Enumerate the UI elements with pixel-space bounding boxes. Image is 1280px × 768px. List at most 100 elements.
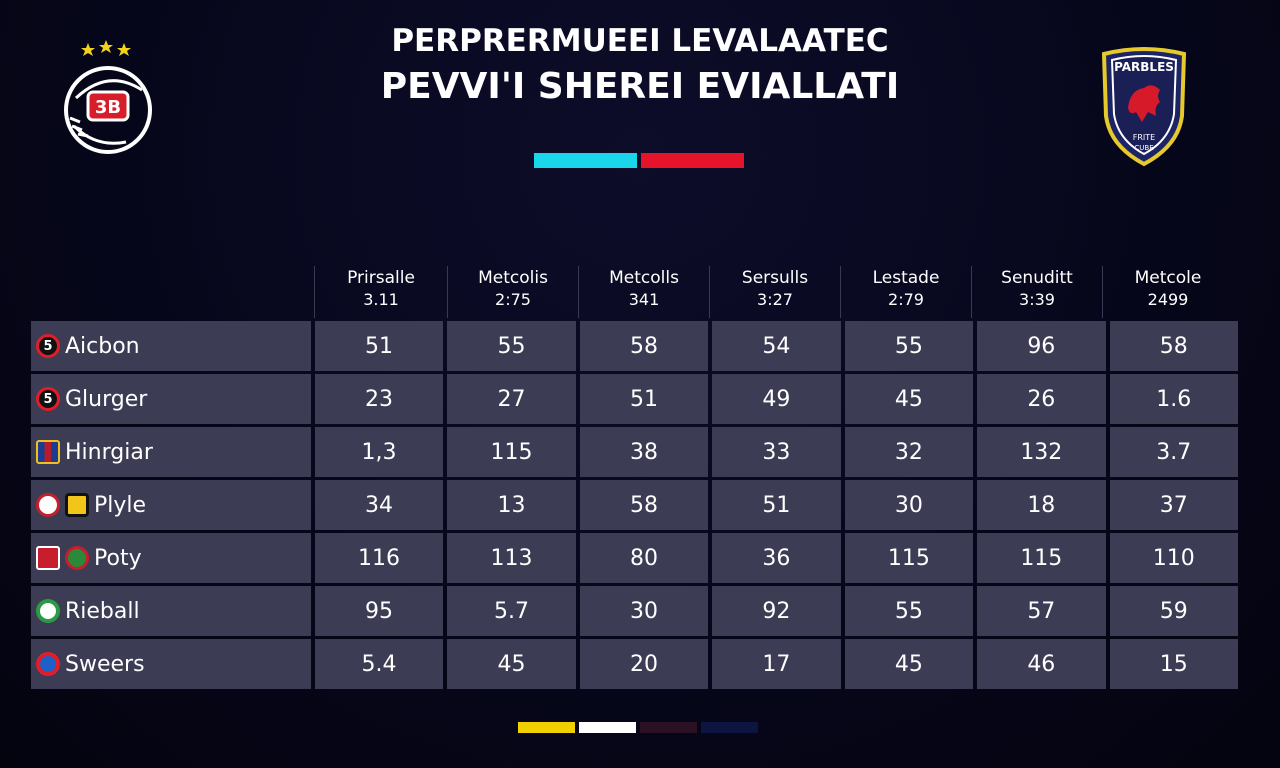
table-row[interactable]: Rieball 95 5.7 30 92 55 57 59 (31, 586, 1238, 636)
table-cell: 45 (844, 639, 974, 689)
footer-bar-yellow (518, 722, 575, 733)
table-cell: 58 (579, 321, 709, 371)
table-cell: 1.6 (1109, 374, 1238, 424)
table-cell: 45 (447, 639, 576, 689)
table-cell: 26 (977, 374, 1106, 424)
table-cell: 110 (1109, 533, 1238, 583)
table-row[interactable]: 5 Glurger 23 27 51 49 45 26 1.6 (31, 374, 1238, 424)
column-header[interactable]: Lestade 2:79 (840, 266, 971, 318)
table-cell: 59 (1109, 586, 1238, 636)
team-name: Aicbon (65, 333, 140, 359)
table-cell: 17 (712, 639, 841, 689)
table-cell: 57 (977, 586, 1106, 636)
footer-accent-bars (518, 722, 758, 733)
footer-bar-navy (701, 722, 758, 733)
table-cell: 58 (579, 480, 709, 530)
header: PERPRERMUEEI LEVALAATEC PEVVI'I SHEREI E… (0, 26, 1280, 105)
table-cell: 38 (579, 427, 709, 477)
shield-bottom-text-2: CUBE (1134, 144, 1153, 152)
table-cell: 55 (447, 321, 576, 371)
team-name-cell: Rieball (31, 586, 311, 636)
table-cell: 51 (314, 321, 444, 371)
team-name: Glurger (65, 386, 148, 412)
table-cell: 32 (844, 427, 974, 477)
table-row[interactable]: 5 Aicbon 51 55 58 54 55 96 58 (31, 321, 1238, 371)
team-name: Plyle (94, 492, 147, 518)
club-crest-left-text: 3B (95, 97, 121, 118)
table-cell: 23 (314, 374, 444, 424)
table-cell: 115 (977, 533, 1106, 583)
table-cell: 3.7 (1109, 427, 1238, 477)
table-cell: 49 (712, 374, 841, 424)
table-cell: 15 (1109, 639, 1238, 689)
table-cell: 20 (579, 639, 709, 689)
team-name-cell: 5 Aicbon (31, 321, 311, 371)
table-cell: 45 (844, 374, 974, 424)
table-cell: 95 (314, 586, 444, 636)
team-name-cell: Poty (31, 533, 311, 583)
table-cell: 115 (447, 427, 576, 477)
club-crest-left-icon: 3B (56, 38, 160, 168)
shield-crest-icon (36, 546, 60, 570)
table-cell: 51 (712, 480, 841, 530)
team-name-cell: Sweers (31, 639, 311, 689)
team-badge-icon: 5 (36, 387, 60, 411)
table-cell: 37 (1109, 480, 1238, 530)
team-name: Hinrgiar (65, 439, 153, 465)
table-cell: 33 (712, 427, 841, 477)
team-name-cell: 5 Glurger (31, 374, 311, 424)
column-header[interactable]: Metcolls 341 (578, 266, 709, 318)
table-cell: 80 (579, 533, 709, 583)
table-cell: 113 (447, 533, 576, 583)
table-cell: 116 (314, 533, 444, 583)
footer-bar-maroon (640, 722, 697, 733)
column-header[interactable]: Metcolis 2:75 (447, 266, 578, 318)
round-crest-icon (36, 652, 60, 676)
footer-bar-white (579, 722, 636, 733)
standings-table: Prirsalle 3.11 Metcolis 2:75 Metcolls 341 S… (31, 266, 1238, 689)
table-row[interactable]: Poty 116 113 80 36 115 115 110 (31, 533, 1238, 583)
table-cell: 30 (844, 480, 974, 530)
table-cell: 55 (844, 586, 974, 636)
table-cell: 5.4 (314, 639, 444, 689)
team-name: Sweers (65, 651, 145, 677)
table-cell: 34 (314, 480, 444, 530)
round-crest-icon (36, 599, 60, 623)
team-name: Rieball (65, 598, 140, 624)
table-cell: 5.7 (447, 586, 576, 636)
column-header[interactable]: Senuditt 3:39 (971, 266, 1102, 318)
column-header[interactable]: Prirsalle 3.11 (314, 266, 447, 318)
round-crest-icon (36, 493, 60, 517)
table-cell: 36 (712, 533, 841, 583)
table-cell: 46 (977, 639, 1106, 689)
table-cell: 13 (447, 480, 576, 530)
page-subtitle: PEVVI'I SHEREI EVIALLATI (380, 66, 900, 107)
table-row[interactable]: Sweers 5.4 45 20 17 45 46 15 (31, 639, 1238, 689)
table-cell: 58 (1109, 321, 1238, 371)
table-cell: 96 (977, 321, 1106, 371)
table-cell: 27 (447, 374, 576, 424)
shield-crest-icon (65, 493, 89, 517)
table-cell: 55 (844, 321, 974, 371)
table-cell: 54 (712, 321, 841, 371)
table-row[interactable]: Hinrgiar 1,3 115 38 33 32 132 3.7 (31, 427, 1238, 477)
round-crest-icon (65, 546, 89, 570)
shield-top-text: PARBLES (1114, 60, 1174, 74)
table-cell: 115 (844, 533, 974, 583)
table-row[interactable]: Plyle 34 13 58 51 30 18 37 (31, 480, 1238, 530)
table-cell: 1,3 (314, 427, 444, 477)
header-spacer (31, 266, 314, 318)
table-cell: 92 (712, 586, 841, 636)
table-header: Prirsalle 3.11 Metcolis 2:75 Metcolls 341 S… (31, 266, 1238, 318)
team-badge-icon: 5 (36, 334, 60, 358)
table-cell: 18 (977, 480, 1106, 530)
table-cell: 132 (977, 427, 1106, 477)
team-name-cell: Plyle (31, 480, 311, 530)
club-shield-right-icon: PARBLES FRITE CUBE (1098, 46, 1190, 170)
column-header[interactable]: Sersulls 3:27 (709, 266, 840, 318)
column-header[interactable]: Metcole 2499 (1102, 266, 1233, 318)
title-accent-bars (534, 153, 744, 168)
table-cell: 51 (579, 374, 709, 424)
striped-crest-icon (36, 440, 60, 464)
